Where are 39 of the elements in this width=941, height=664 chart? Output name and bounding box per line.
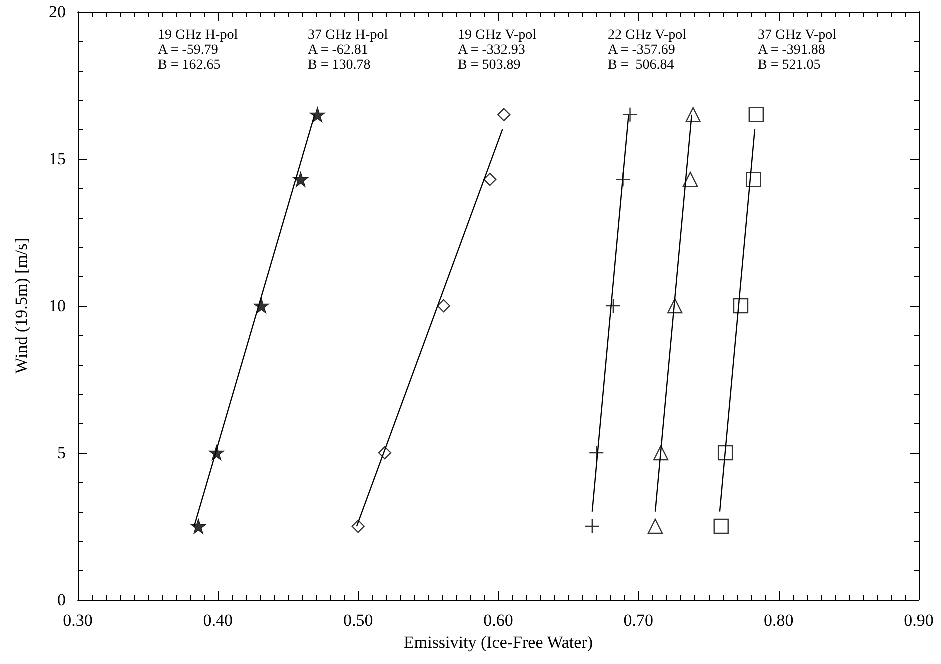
point bbox=[714, 518, 729, 534]
point bbox=[668, 298, 683, 314]
point bbox=[686, 107, 701, 122]
y-axis-title: Wind (19.5m) [m/s] bbox=[12, 238, 31, 374]
y-tick-label: 0 bbox=[58, 590, 66, 610]
point bbox=[208, 445, 225, 461]
point bbox=[190, 518, 206, 534]
point bbox=[733, 298, 749, 314]
x-tick-label: 0.50 bbox=[343, 611, 374, 630]
point bbox=[648, 518, 664, 534]
point bbox=[352, 520, 365, 534]
annotation: 19 GHz V-pol A = -332.93 B = 503.89 bbox=[458, 28, 537, 73]
point bbox=[254, 298, 270, 314]
annotation: 22 GHz V-pol A = -357.69 B = 506.84 bbox=[608, 28, 687, 73]
x-axis-title: Emissivity (Ice-Free Water) bbox=[404, 633, 594, 652]
point bbox=[653, 445, 669, 461]
point bbox=[718, 445, 734, 461]
point bbox=[378, 446, 392, 460]
point bbox=[483, 172, 497, 186]
x-tick-label: 0.40 bbox=[203, 611, 234, 630]
point bbox=[748, 107, 764, 122]
y-tick-label: 15 bbox=[49, 150, 66, 168]
y-tick-label: 20 bbox=[49, 2, 66, 22]
x-tick-label: 0.60 bbox=[484, 611, 514, 630]
point bbox=[437, 299, 450, 313]
y-tick-label: 5 bbox=[58, 444, 66, 462]
annotation: 37 GHz V-pol A = -391.88 B = 521.05 bbox=[758, 28, 837, 73]
x-tick-label: 0.90 bbox=[904, 611, 934, 630]
point bbox=[746, 172, 762, 188]
point bbox=[310, 107, 326, 123]
x-tick-label: 0.80 bbox=[764, 611, 794, 630]
point bbox=[498, 108, 511, 122]
y-tick-label: 10 bbox=[49, 296, 66, 316]
x-tick-label: 0.70 bbox=[624, 611, 654, 630]
point bbox=[293, 172, 309, 188]
annotation: 37 GHz H-pol A = -62.81 B = 130.78 bbox=[308, 28, 388, 73]
x-tick-label: 0.30 bbox=[63, 611, 93, 630]
point bbox=[682, 172, 698, 188]
annotation: 19 GHz H-pol A = -59.79 B = 162.65 bbox=[158, 28, 238, 73]
